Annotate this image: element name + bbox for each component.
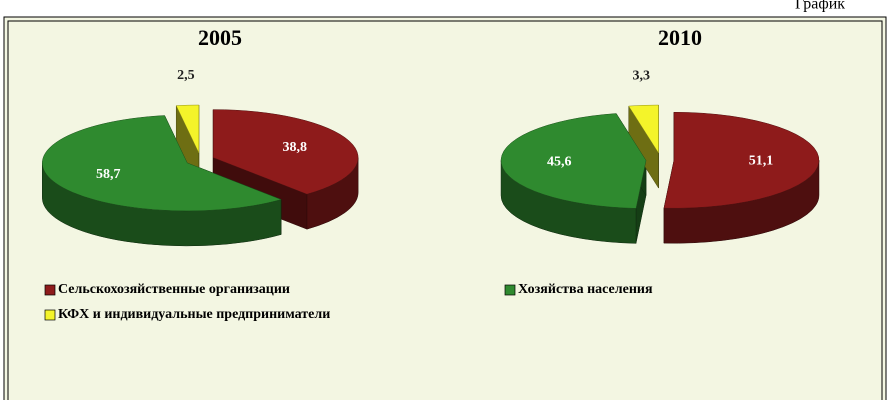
slice <box>212 109 359 195</box>
legend-swatch <box>44 309 56 321</box>
legend-swatch <box>44 284 56 296</box>
slice <box>663 111 820 209</box>
legend-label: КФХ и индивидуальные предприниматели <box>58 307 330 322</box>
pie-title: 2010 <box>658 25 702 50</box>
data-label: 3,3 <box>633 68 651 83</box>
legend-label: Сельскохозяйственные организации <box>58 282 290 297</box>
data-label: 38,8 <box>283 140 308 155</box>
frame-inner <box>7 20 883 400</box>
legend-swatch <box>504 284 516 296</box>
caption: График <box>795 0 845 13</box>
legend-label: Хозяйства населения <box>518 282 653 297</box>
data-label: 51,1 <box>749 153 774 168</box>
data-label: 2,5 <box>177 68 195 83</box>
slice <box>628 104 659 154</box>
slice <box>42 115 282 212</box>
slice <box>500 113 647 209</box>
slice <box>175 104 200 154</box>
data-label: 58,7 <box>96 167 121 182</box>
data-label: 45,6 <box>547 155 572 170</box>
pie-title: 2005 <box>198 25 242 50</box>
